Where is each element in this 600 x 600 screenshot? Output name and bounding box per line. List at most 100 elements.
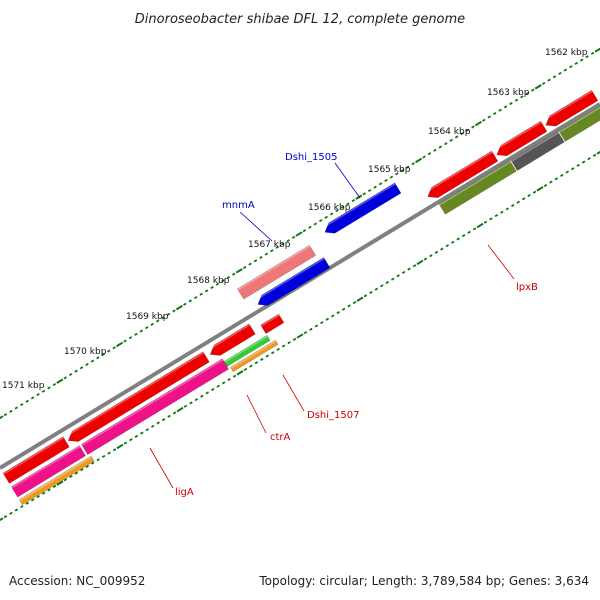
inner-minor-tick bbox=[565, 170, 570, 174]
outer-minor-tick bbox=[19, 403, 24, 407]
outer-minor-tick bbox=[395, 172, 399, 176]
gene-mnma-shine bbox=[254, 257, 325, 301]
outer-minor-tick bbox=[498, 108, 502, 112]
gene-liga bbox=[80, 358, 230, 456]
gene-red-left-shine bbox=[3, 436, 65, 475]
gene-orange-left bbox=[18, 455, 95, 506]
inner-minor-tick bbox=[25, 501, 30, 505]
outer-minor-tick bbox=[183, 302, 187, 306]
inner-minor-tick bbox=[172, 411, 177, 415]
gene-orange-mid-shine bbox=[230, 340, 277, 369]
outer-major-tick bbox=[56, 378, 64, 384]
inner-minor-tick bbox=[265, 354, 270, 358]
kbp-label-1563: 1563 kbp bbox=[487, 88, 530, 98]
gene-label-ctra[interactable]: ctrA bbox=[270, 432, 291, 443]
gene-label-dshi-1507[interactable]: Dshi_1507 bbox=[307, 410, 359, 421]
outer-minor-tick bbox=[313, 222, 318, 226]
gene-olive-right-1-shine bbox=[559, 106, 600, 133]
outer-minor-tick bbox=[30, 396, 35, 400]
outer-minor-tick bbox=[503, 105, 508, 109]
kbp-label-1566: 1566 kbp bbox=[308, 203, 351, 213]
inner-minor-tick bbox=[510, 203, 515, 208]
outer-minor-tick bbox=[199, 292, 203, 296]
outer-minor-tick bbox=[547, 78, 551, 82]
inner-minor-tick bbox=[341, 307, 346, 311]
kbp-label-1564: 1564 kbp bbox=[428, 127, 471, 137]
gene-red-right-1-shine bbox=[542, 90, 593, 122]
kbp-label-1569: 1569 kbp bbox=[126, 312, 169, 322]
outer-minor-tick bbox=[123, 339, 127, 343]
outer-major-tick bbox=[295, 231, 303, 237]
gene-magenta-left bbox=[10, 445, 87, 498]
leader-ctra bbox=[246, 394, 267, 434]
inner-minor-tick bbox=[123, 441, 128, 445]
outer-minor-tick bbox=[221, 279, 225, 283]
gene-label-mnma[interactable]: mnmA bbox=[222, 200, 255, 211]
outer-minor-tick bbox=[79, 366, 84, 370]
gene-olive-lpxb-shine bbox=[439, 161, 511, 206]
outer-minor-tick bbox=[346, 202, 350, 206]
inner-minor-tick bbox=[47, 488, 51, 492]
inner-minor-tick bbox=[330, 314, 335, 318]
inner-minor-tick bbox=[63, 478, 68, 482]
outer-minor-tick bbox=[280, 242, 285, 246]
outer-minor-tick bbox=[520, 95, 524, 99]
accession-text: Accession: NC_009952 bbox=[9, 574, 146, 588]
inner-minor-tick bbox=[145, 428, 150, 432]
outer-minor-tick bbox=[471, 125, 475, 129]
kbp-label-1571: 1571 kbp bbox=[2, 381, 45, 391]
inner-minor-tick bbox=[210, 387, 215, 392]
inner-minor-tick bbox=[150, 424, 155, 428]
outer-minor-tick bbox=[264, 252, 269, 256]
outer-minor-tick bbox=[210, 285, 214, 290]
inner-minor-tick bbox=[30, 498, 35, 502]
outer-minor-tick bbox=[362, 192, 366, 196]
gene-label-lpxb[interactable]: lpxB bbox=[516, 282, 538, 293]
inner-minor-tick bbox=[587, 157, 591, 161]
outer-minor-tick bbox=[139, 329, 144, 333]
map-title: Dinoroseobacter shibae DFL 12, complete … bbox=[135, 12, 465, 27]
outer-minor-tick bbox=[172, 309, 176, 313]
inner-minor-tick bbox=[445, 244, 450, 248]
outer-minor-tick bbox=[552, 75, 557, 79]
inner-minor-tick bbox=[472, 227, 477, 231]
inner-minor-tick bbox=[369, 290, 373, 295]
inner-minor-tick bbox=[467, 230, 471, 234]
gene-features bbox=[2, 89, 600, 506]
inner-major-tick bbox=[536, 186, 544, 192]
inner-minor-tick bbox=[36, 495, 40, 499]
outer-minor-tick bbox=[492, 112, 497, 116]
outer-minor-tick bbox=[541, 81, 546, 86]
leader-lpxb bbox=[487, 244, 515, 280]
inner-major-tick bbox=[476, 222, 484, 229]
gene-dshi-1507-shine bbox=[260, 314, 280, 327]
outer-minor-tick bbox=[335, 209, 339, 213]
outer-major-tick bbox=[355, 194, 363, 200]
inner-minor-tick bbox=[270, 351, 275, 355]
inner-minor-tick bbox=[505, 207, 510, 211]
inner-minor-tick bbox=[194, 398, 199, 402]
inner-minor-tick bbox=[483, 220, 488, 224]
leader-dshi-1507 bbox=[282, 374, 305, 412]
inner-minor-tick bbox=[494, 214, 499, 218]
outer-minor-tick bbox=[248, 262, 252, 266]
outer-minor-tick bbox=[242, 265, 247, 270]
inner-minor-tick bbox=[227, 377, 231, 382]
kbp-label-1562: 1562 kbp bbox=[545, 48, 588, 58]
gene-mnma bbox=[257, 257, 331, 306]
gene-mnma-pink bbox=[236, 244, 317, 300]
inner-minor-tick bbox=[9, 511, 13, 515]
outer-minor-tick bbox=[275, 245, 280, 249]
gene-lpxb-shine bbox=[424, 151, 493, 194]
inner-minor-tick bbox=[96, 458, 100, 462]
inner-minor-tick bbox=[401, 270, 406, 274]
leader-liga bbox=[149, 447, 174, 489]
outer-minor-tick bbox=[47, 386, 51, 390]
inner-minor-tick bbox=[581, 160, 586, 164]
inner-minor-tick bbox=[287, 341, 291, 345]
inner-minor-tick bbox=[205, 391, 210, 395]
gene-label-liga[interactable]: ligA bbox=[175, 487, 194, 498]
outer-minor-tick bbox=[36, 393, 40, 397]
gene-label-dshi-1505[interactable]: Dshi_1505 bbox=[285, 152, 337, 163]
outer-major-tick bbox=[474, 120, 482, 127]
